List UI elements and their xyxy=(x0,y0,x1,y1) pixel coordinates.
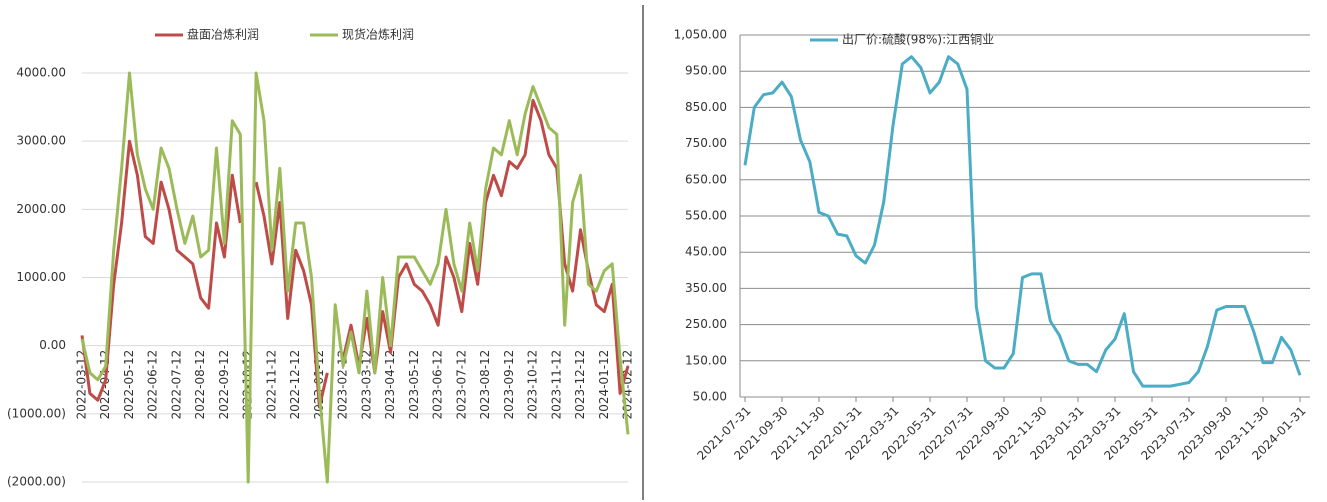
x-tick-label: 2023-07-12 xyxy=(454,350,468,420)
y-tick-label: 950.00 xyxy=(685,64,727,78)
y-tick-label: 3000.00 xyxy=(16,134,66,148)
x-tick-label: 2022-12-12 xyxy=(288,350,302,420)
y-tick-label: 1,050.00 xyxy=(674,28,727,42)
x-tick-label: 2023-04-12 xyxy=(383,350,397,420)
x-tick-label: 2022-08-12 xyxy=(193,350,207,420)
y-tick-label: 2000.00 xyxy=(16,202,66,216)
y-tick-label: (1000.00) xyxy=(7,406,66,420)
x-tick-label: 2022-05-12 xyxy=(122,350,136,420)
series-line xyxy=(743,55,1302,388)
x-tick-label: 2023-06-12 xyxy=(431,350,445,420)
x-tick-label: 2023-12-12 xyxy=(573,350,587,420)
legend-label: 出厂价:硫酸(98%):江西铜业 xyxy=(842,32,994,47)
x-tick-label: 2023-10-12 xyxy=(526,350,540,420)
x-tick-label: 2023-05-12 xyxy=(407,350,421,420)
y-tick-label: (2000.00) xyxy=(7,475,66,489)
x-tick-label: 2022-06-12 xyxy=(146,350,160,420)
x-tick-label: 2023-08-12 xyxy=(478,350,492,420)
x-tick-label: 2024-01-12 xyxy=(597,350,611,420)
y-tick-label: 250.00 xyxy=(685,317,727,331)
x-tick-label: 2023-09-12 xyxy=(502,350,516,420)
x-tick-label: 2022-11-12 xyxy=(264,350,278,420)
legend-label: 现货冶炼利润 xyxy=(342,27,414,42)
y-tick-label: 850.00 xyxy=(685,100,727,114)
y-tick-label: 650.00 xyxy=(685,172,727,186)
y-tick-label: 150.00 xyxy=(685,353,727,367)
y-tick-label: 50.00 xyxy=(693,390,727,404)
x-tick-label: 2023-02-12 xyxy=(336,350,350,420)
x-tick-label: 2023-11-12 xyxy=(549,350,563,420)
legend-label: 盘面冶炼利润 xyxy=(187,27,259,42)
x-tick-label: 2022-09-12 xyxy=(217,350,231,420)
y-tick-label: 550.00 xyxy=(685,209,727,223)
x-tick-label: 2023-03-12 xyxy=(359,350,373,420)
y-tick-label: 450.00 xyxy=(685,245,727,259)
y-tick-label: 1000.00 xyxy=(16,270,66,284)
y-tick-label: 350.00 xyxy=(685,281,727,295)
y-tick-label: 4000.00 xyxy=(16,66,66,80)
y-tick-label: 750.00 xyxy=(685,136,727,150)
series-line xyxy=(80,71,630,484)
y-tick-label: 0.00 xyxy=(39,338,66,352)
x-tick-label: 2022-07-12 xyxy=(169,350,183,420)
